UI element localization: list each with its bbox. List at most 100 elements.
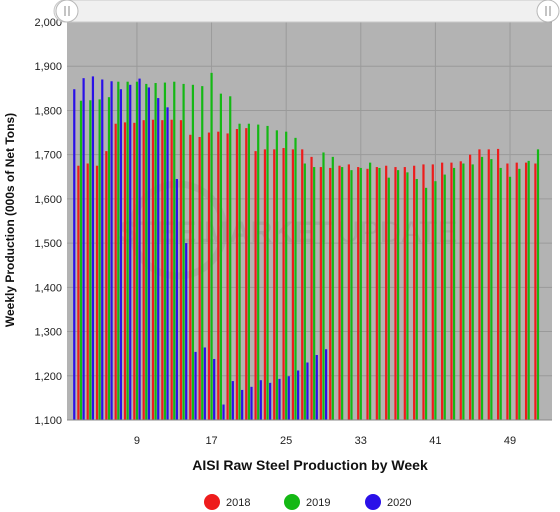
bar-2018-week-48[interactable] [496, 148, 500, 421]
bar-2018-week-13[interactable] [170, 119, 173, 420]
bar-2020-week-11[interactable] [157, 98, 160, 420]
bar-2018-week-7[interactable] [114, 123, 117, 421]
bar-2020-week-16[interactable] [203, 347, 206, 420]
bar-2020-week-23[interactable] [269, 382, 272, 420]
bar-2020-week-14[interactable] [185, 243, 188, 420]
bar-2019-week-20[interactable] [238, 123, 241, 421]
bar-2019-week-52[interactable] [536, 149, 540, 421]
bar-2020-week-13[interactable] [175, 178, 178, 420]
bar-2020-week-10[interactable] [147, 87, 150, 420]
bar-2020-week-29[interactable] [325, 349, 328, 420]
bar-2018-week-11[interactable] [151, 119, 155, 420]
bar-2019-week-32[interactable] [350, 170, 353, 420]
bar-2018-week-23[interactable] [263, 149, 267, 421]
bar-2018-week-14[interactable] [179, 120, 183, 421]
bar-2018-week-40[interactable] [422, 164, 425, 420]
bar-2020-week-12[interactable] [166, 107, 169, 420]
bar-2018-week-32[interactable] [347, 164, 350, 420]
bar-2018-week-41[interactable] [431, 164, 434, 420]
bar-2019-week-33[interactable] [359, 167, 362, 420]
bar-2018-week-27[interactable] [301, 149, 304, 421]
bar-2019-week-49[interactable] [508, 176, 512, 420]
bar-2019-week-46[interactable] [480, 156, 484, 420]
bar-2019-week-18[interactable] [219, 93, 222, 420]
bar-2019-week-16[interactable] [201, 86, 204, 421]
bar-2019-week-30[interactable] [331, 156, 334, 420]
bar-2018-week-35[interactable] [375, 167, 378, 420]
bar-2018-week-12[interactable] [161, 120, 164, 421]
bar-2020-week-8[interactable] [129, 84, 132, 421]
bar-2018-week-8[interactable] [123, 122, 127, 420]
bar-2020-week-3[interactable] [82, 78, 85, 420]
bar-2018-week-42[interactable] [441, 162, 444, 420]
bar-2018-week-29[interactable] [319, 167, 322, 420]
bar-2020-week-6[interactable] [110, 81, 113, 420]
bar-2019-week-31[interactable] [341, 167, 344, 420]
bar-2018-week-36[interactable] [385, 165, 388, 420]
bar-2019-week-40[interactable] [424, 187, 428, 420]
range-handle-right[interactable] [536, 0, 560, 23]
bar-2019-week-6[interactable] [107, 97, 111, 421]
bar-2018-week-24[interactable] [273, 149, 276, 421]
bar-2020-week-22[interactable] [259, 380, 262, 420]
bar-2019-week-51[interactable] [527, 160, 530, 421]
bar-2019-week-9[interactable] [135, 81, 139, 420]
bar-2018-week-26[interactable] [291, 149, 294, 421]
bar-2019-week-12[interactable] [163, 82, 167, 420]
legend-item-2020[interactable]: 2020 [365, 494, 411, 510]
bar-2018-week-20[interactable] [235, 129, 239, 420]
bar-2018-week-22[interactable] [254, 151, 257, 420]
bar-2018-week-30[interactable] [329, 167, 332, 420]
bar-2019-week-39[interactable] [415, 178, 418, 420]
bar-2018-week-43[interactable] [450, 162, 453, 420]
range-handle-left[interactable] [55, 0, 79, 23]
bar-2018-week-4[interactable] [86, 163, 89, 420]
bar-2018-week-52[interactable] [534, 163, 537, 420]
bar-2020-week-27[interactable] [306, 362, 309, 420]
bar-2020-week-24[interactable] [278, 378, 281, 420]
bar-2020-week-18[interactable] [222, 404, 225, 420]
bar-2018-week-44[interactable] [459, 161, 462, 421]
bar-2019-week-25[interactable] [285, 131, 288, 421]
range-scrollbar[interactable] [53, 0, 560, 23]
bar-2019-week-7[interactable] [117, 81, 120, 420]
bar-2020-week-5[interactable] [101, 79, 104, 421]
bar-2019-week-11[interactable] [154, 83, 157, 420]
bar-2019-week-23[interactable] [266, 125, 269, 421]
bar-2018-week-5[interactable] [95, 165, 99, 420]
bar-2018-week-18[interactable] [217, 131, 220, 421]
bar-2018-week-46[interactable] [478, 149, 481, 421]
bar-2020-week-28[interactable] [315, 354, 318, 420]
bar-2020-week-20[interactable] [241, 389, 244, 420]
bar-2019-week-8[interactable] [126, 81, 129, 420]
bar-2019-week-41[interactable] [434, 181, 437, 420]
bar-2019-week-22[interactable] [257, 124, 260, 420]
bar-2020-week-25[interactable] [287, 376, 290, 420]
bar-2019-week-47[interactable] [490, 159, 493, 420]
bar-2019-week-14[interactable] [182, 83, 185, 420]
bar-2019-week-27[interactable] [303, 163, 306, 420]
bar-2018-week-17[interactable] [207, 132, 211, 420]
bar-2020-week-9[interactable] [138, 78, 141, 420]
bar-2018-week-16[interactable] [198, 136, 201, 421]
bar-2019-week-38[interactable] [406, 172, 409, 420]
bar-2018-week-10[interactable] [142, 120, 145, 421]
bar-2019-week-15[interactable] [191, 84, 195, 421]
range-scrollbar-track[interactable] [53, 0, 555, 23]
bar-2019-week-13[interactable] [173, 81, 176, 420]
bar-2020-week-21[interactable] [250, 386, 253, 420]
bar-2018-week-39[interactable] [413, 165, 416, 420]
bar-2018-week-19[interactable] [226, 133, 229, 420]
bar-2018-week-38[interactable] [403, 167, 406, 420]
bar-2019-week-3[interactable] [79, 100, 83, 420]
bar-2020-week-17[interactable] [213, 358, 216, 420]
bar-2018-week-21[interactable] [245, 128, 248, 420]
bar-2019-week-17[interactable] [210, 72, 213, 421]
bar-2019-week-42[interactable] [443, 174, 446, 420]
bar-2019-week-19[interactable] [229, 96, 232, 420]
legend-item-2019[interactable]: 2019 [284, 494, 330, 510]
bar-2019-week-50[interactable] [518, 168, 521, 420]
bar-2019-week-36[interactable] [387, 177, 390, 420]
bar-2019-week-48[interactable] [499, 167, 502, 420]
bar-2018-week-49[interactable] [506, 163, 509, 420]
